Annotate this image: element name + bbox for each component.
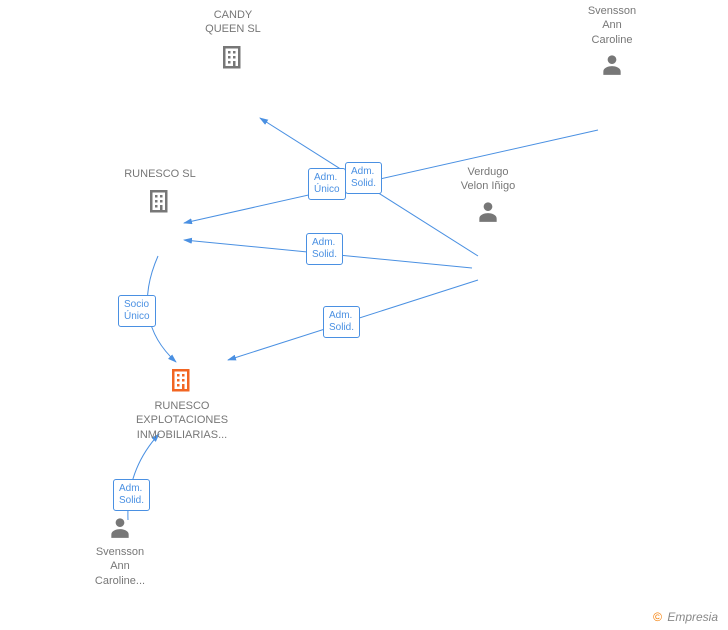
node-candy[interactable]: CANDY QUEEN SL — [173, 8, 293, 76]
person-icon — [475, 198, 501, 229]
node-svensson_top[interactable]: Svensson Ann Caroline — [552, 4, 672, 82]
node-label: RUNESCO EXPLOTACIONES INMOBILIARIAS... — [122, 399, 242, 442]
building-icon — [167, 364, 197, 399]
node-runesco_expl[interactable]: RUNESCO EXPLOTACIONES INMOBILIARIAS... — [122, 360, 242, 442]
building-icon — [218, 41, 248, 76]
edge-label: Adm. Solid. — [345, 162, 382, 194]
node-label: Verdugo Velon Iñigo — [428, 165, 548, 194]
edge-label: Socio Único — [118, 295, 156, 327]
edge-label: Adm. Solid. — [113, 479, 150, 511]
node-label: Svensson Ann Caroline — [552, 4, 672, 47]
node-label: RUNESCO SL — [100, 167, 220, 181]
person-icon — [599, 51, 625, 82]
node-svensson_bottom[interactable]: Svensson Ann Caroline... — [60, 510, 180, 588]
node-label: CANDY QUEEN SL — [173, 8, 293, 37]
diagram-canvas: CANDY QUEEN SL RUNESCO SL RUNESCO EXPLOT… — [0, 0, 728, 630]
node-runesco_sl[interactable]: RUNESCO SL — [100, 167, 220, 220]
node-label: Svensson Ann Caroline... — [60, 545, 180, 588]
edge-label: Adm. Único — [308, 168, 346, 200]
building-icon — [145, 185, 175, 220]
edge-label: Adm. Solid. — [323, 306, 360, 338]
person-icon — [107, 514, 133, 545]
copyright-symbol: © — [653, 610, 662, 624]
node-verdugo[interactable]: Verdugo Velon Iñigo — [428, 165, 548, 229]
edge-label: Adm. Solid. — [306, 233, 343, 265]
watermark: © Empresia — [653, 610, 718, 624]
watermark-text: Empresia — [667, 610, 718, 624]
